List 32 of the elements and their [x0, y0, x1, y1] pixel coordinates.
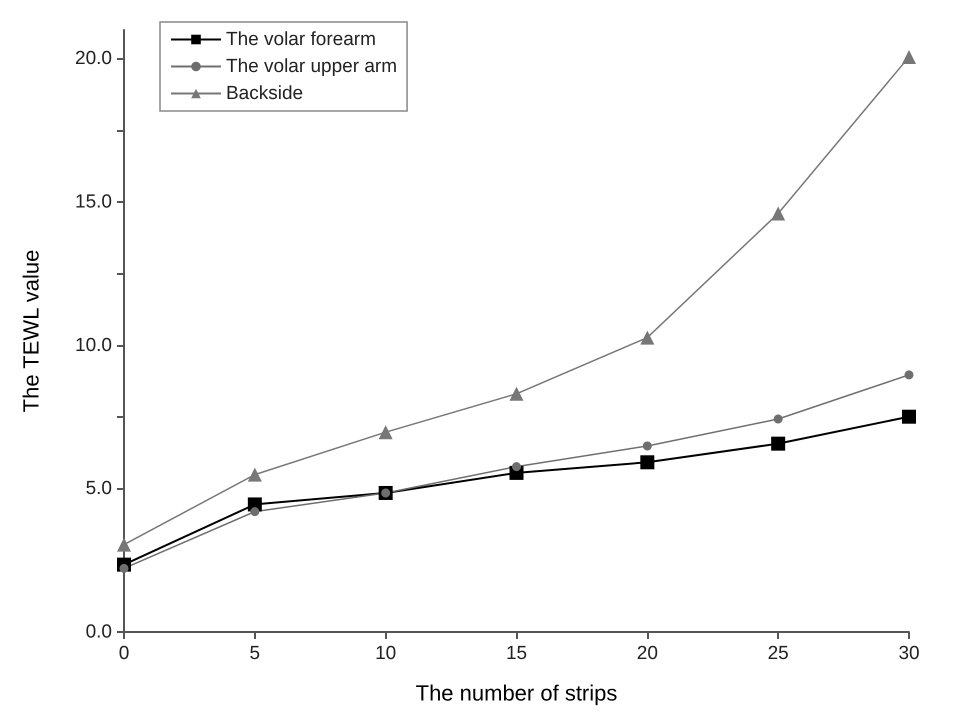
y-tick-label: 5.0: [86, 478, 112, 500]
point: [248, 468, 262, 482]
point: [902, 410, 916, 424]
point: [642, 441, 652, 450]
legend-label: The volar upper arm: [226, 56, 398, 77]
point: [510, 386, 524, 401]
point: [640, 330, 654, 345]
x-tick-label: 30: [898, 643, 920, 664]
x-axis-title: The number of strips: [416, 680, 618, 706]
x-tick-label: 10: [375, 643, 396, 664]
point: [250, 507, 260, 516]
y-tick-label: 15.0: [75, 192, 112, 212]
point: [904, 370, 914, 380]
y-tick-label: 0.0: [86, 622, 112, 642]
point: [378, 425, 393, 440]
y-tick-label: 20.0: [75, 48, 112, 70]
y-tick-label: 10.0: [75, 334, 112, 356]
point: [774, 414, 783, 424]
point: [902, 50, 916, 64]
point: [640, 455, 654, 470]
x-tick-label: 5: [250, 643, 260, 664]
x-tick-label: 20: [636, 643, 658, 664]
point: [117, 538, 131, 552]
x-tick-label: 25: [768, 643, 789, 664]
x-tick-label: 15: [506, 643, 528, 664]
point: [512, 462, 521, 472]
y-axis-title: The TEWL value: [18, 250, 44, 412]
point: [771, 206, 786, 220]
legend-label: The volar forearm: [226, 29, 376, 50]
x-tick-label: 0: [118, 643, 130, 664]
point: [771, 436, 786, 451]
legend-label: Backside: [226, 83, 304, 104]
